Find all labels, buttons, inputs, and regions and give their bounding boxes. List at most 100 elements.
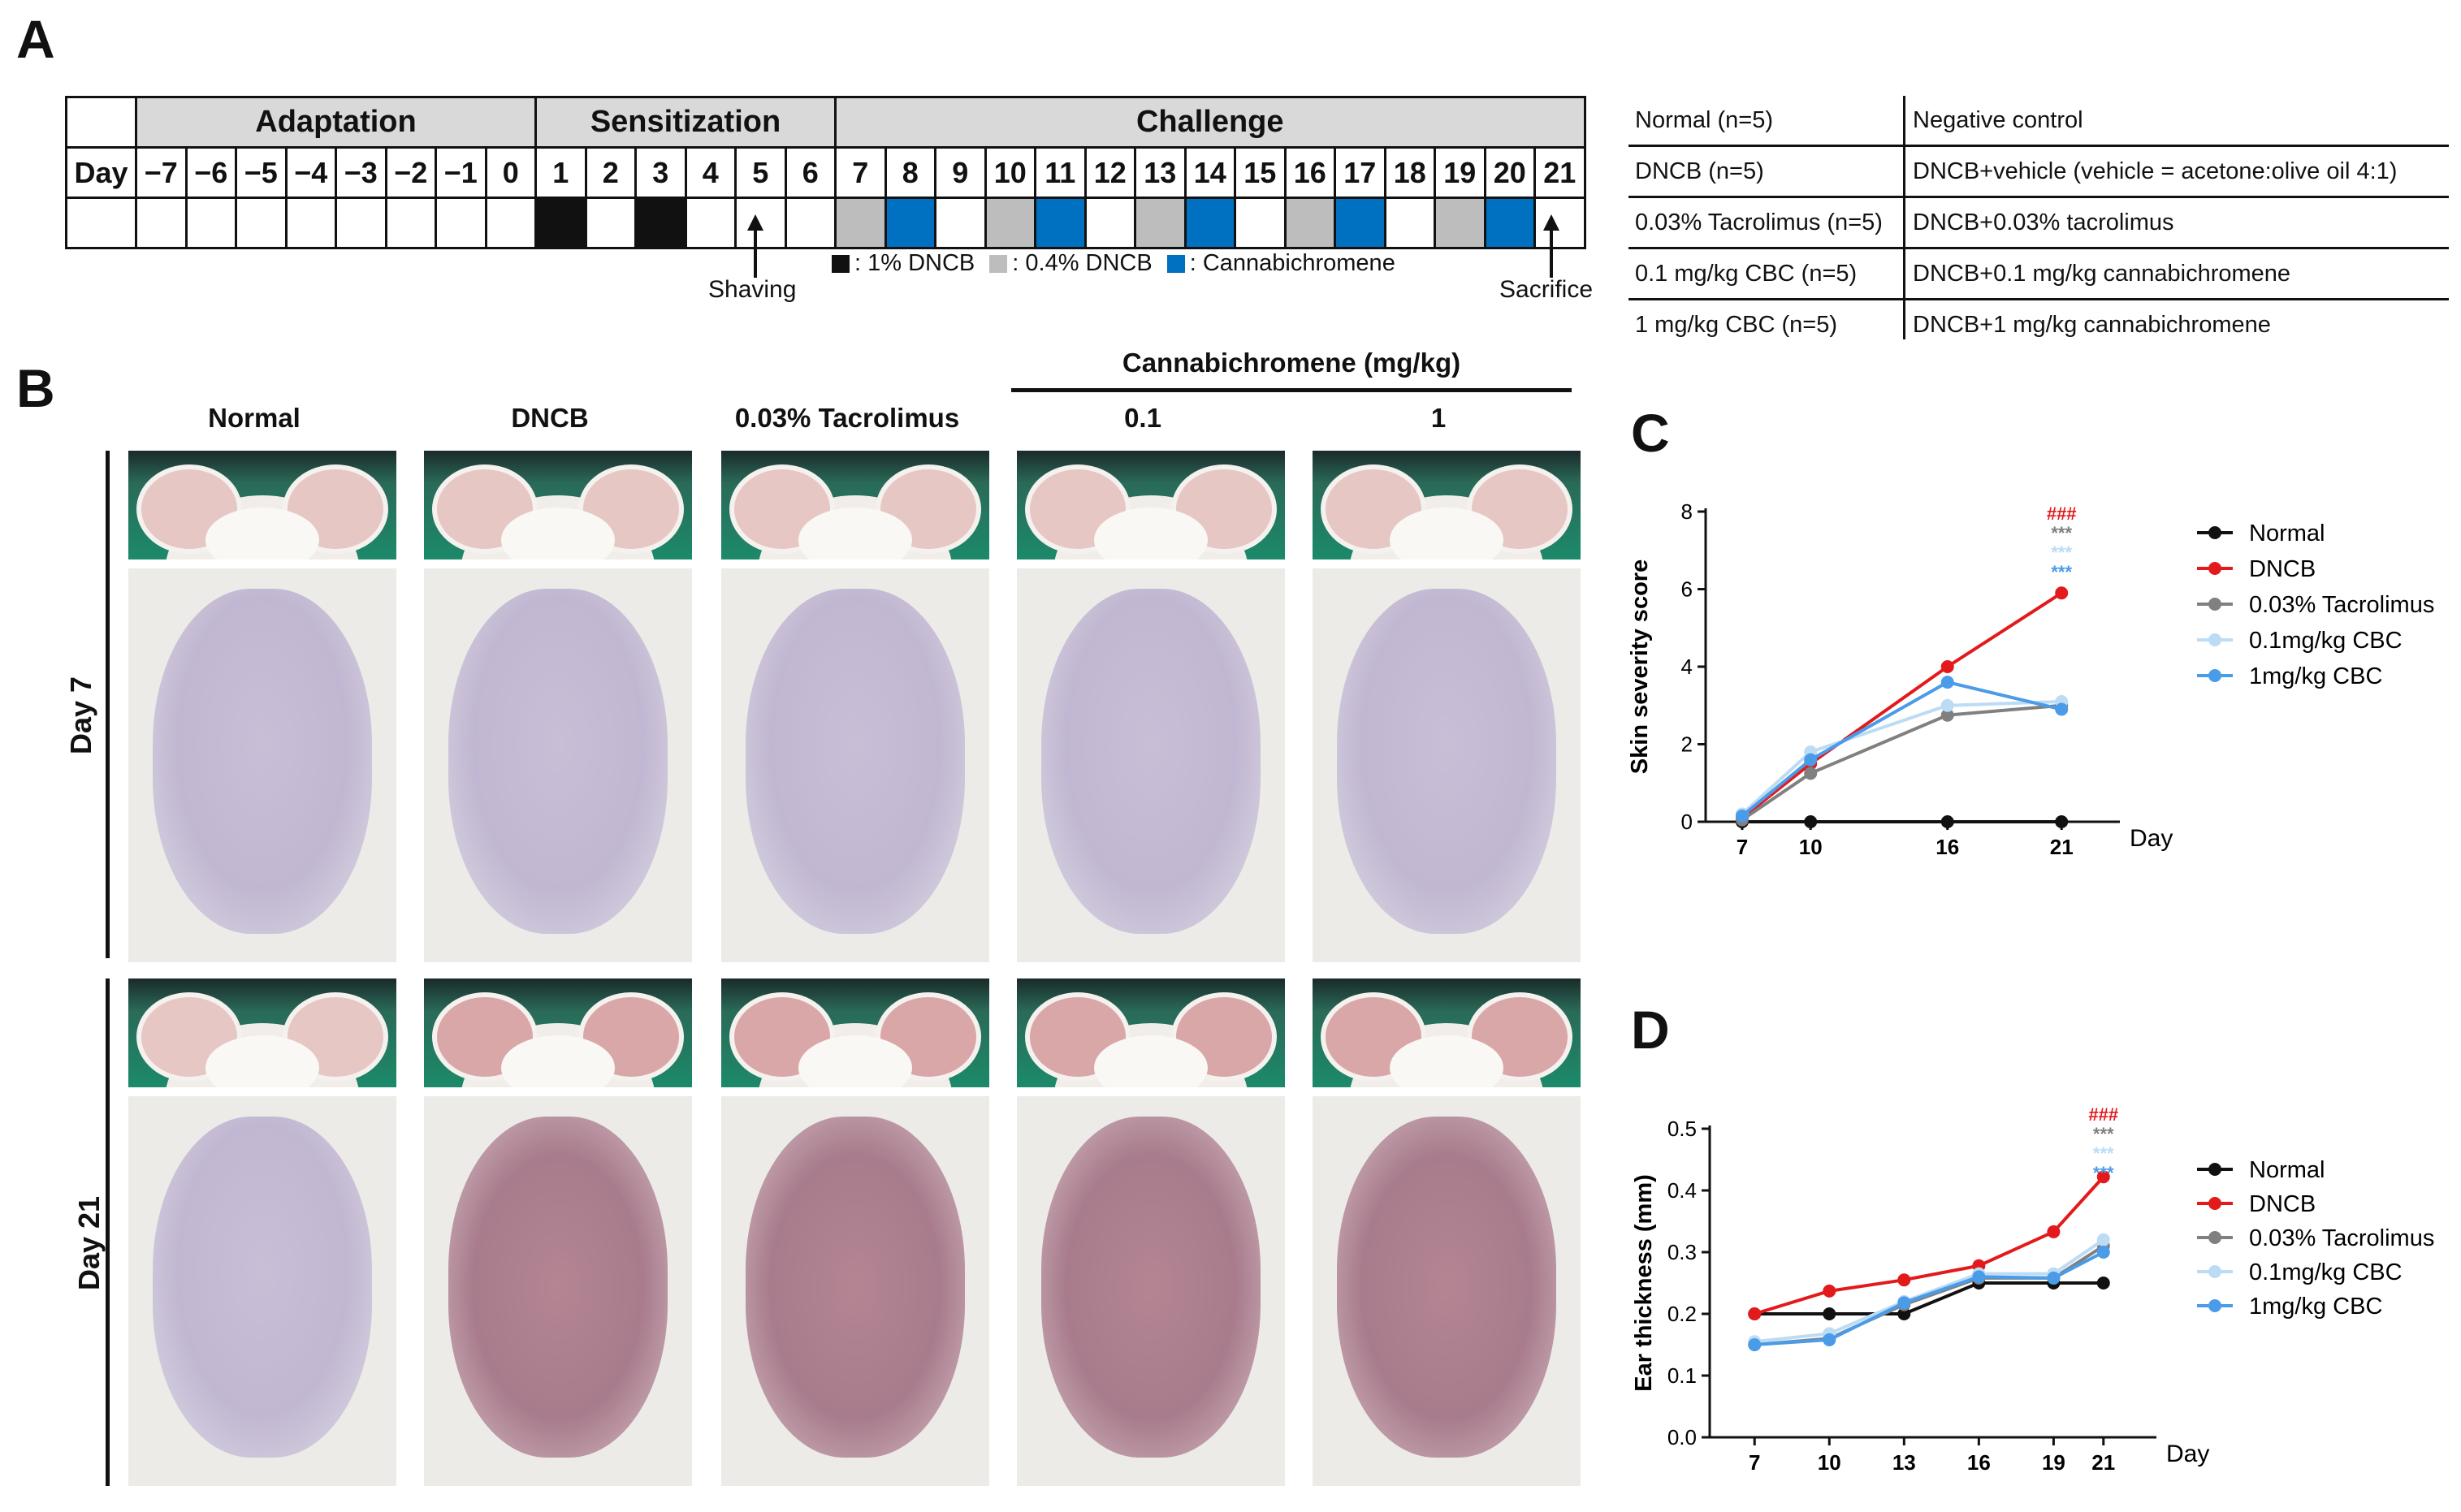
day-cell: 14 xyxy=(1183,146,1236,199)
treatment-cell xyxy=(1434,197,1486,249)
day-cell: 16 xyxy=(1283,146,1336,199)
day-cell: 6 xyxy=(784,146,837,199)
legend-label: Normal xyxy=(2249,521,2325,546)
legend-cbc: : Cannabichromene xyxy=(1166,250,1395,277)
ear-photo xyxy=(128,978,396,1177)
table-row: 1 mg/kg CBC (n=5) DNCB+1 mg/kg cannabichr… xyxy=(1635,312,2271,338)
table-divider xyxy=(1903,96,1905,339)
treatment-cell xyxy=(484,197,537,249)
x-tick-label: 13 xyxy=(1892,1450,1916,1475)
treatment-cell xyxy=(934,197,987,249)
legend-marker xyxy=(2208,1231,2221,1244)
data-point xyxy=(2055,702,2069,716)
legend-swatch-black xyxy=(832,254,850,273)
legend-marker xyxy=(2208,562,2221,575)
phase-header-0: Adaptation xyxy=(135,96,537,149)
shaving-arrow xyxy=(747,214,763,278)
sacrifice-label: Sacrifice xyxy=(1499,276,1594,303)
legend-marker xyxy=(2208,633,2221,646)
data-point xyxy=(1823,1333,1836,1346)
legend-marker xyxy=(2208,1163,2221,1176)
day-cell: 19 xyxy=(1434,146,1486,199)
table-row: 0.03% Tacrolimus (n=5) DNCB+0.03% tacroli… xyxy=(1628,198,2449,249)
day-cell: 18 xyxy=(1383,146,1436,199)
series-line xyxy=(1754,1175,2105,1315)
data-point xyxy=(1748,1338,1762,1351)
data-point xyxy=(1897,1296,1911,1310)
row-bar-day7 xyxy=(106,451,110,958)
back-skin-photo xyxy=(1017,1096,1285,1486)
data-point xyxy=(2055,586,2069,600)
day-cell: −5 xyxy=(235,146,288,199)
legend-dncb1: : 1% DNCB xyxy=(832,250,975,277)
day-cell: −4 xyxy=(284,146,337,199)
treatment-cell xyxy=(184,197,237,249)
col-title-cbc-01: 0.1 xyxy=(1124,403,1161,433)
day-cell: 3 xyxy=(634,146,687,199)
treatment-cell xyxy=(534,197,587,249)
treatment-cell xyxy=(1034,197,1087,249)
day-cell: −3 xyxy=(335,146,387,199)
x-tick-label: 10 xyxy=(1818,1450,1841,1475)
legend-marker xyxy=(2208,598,2221,611)
significance-marker: ### xyxy=(2047,503,2077,524)
day-cell: 5 xyxy=(734,146,787,199)
data-point xyxy=(2096,1277,2110,1290)
ear-thickness-chart: 0.0 0.1 0.2 0.3 0.4 0.5 7 10 13 16 19 21 Day Ear thic… xyxy=(1631,1104,2434,1475)
treatment-cell xyxy=(1234,197,1287,249)
day-cell: 15 xyxy=(1234,146,1287,199)
ear-photo xyxy=(1017,451,1285,650)
treatment-legend: : 1% DNCB : 0.4% DNCB : Cannabichromene xyxy=(832,250,1395,277)
day-cell: 12 xyxy=(1083,146,1136,199)
legend-dncb04: : 0.4% DNCB xyxy=(989,250,1153,277)
day-cell: 20 xyxy=(1483,146,1536,199)
legend-label: 0.03% Tacrolimus xyxy=(2249,592,2434,618)
x-tick-label: 16 xyxy=(1967,1450,1991,1475)
x-tick-label: 16 xyxy=(1935,835,1959,859)
data-point xyxy=(1940,676,1954,689)
data-point xyxy=(1972,1270,1986,1284)
day-cell: 21 xyxy=(1533,146,1586,199)
significance-marker: *** xyxy=(2093,1124,2114,1144)
day-cell: −2 xyxy=(384,146,437,199)
data-point xyxy=(1823,1307,1836,1320)
phase-header-1: Sensitization xyxy=(534,96,837,149)
legend-marker xyxy=(2208,669,2221,682)
treatment-cell xyxy=(584,197,637,249)
data-point xyxy=(1940,708,1954,722)
series-line xyxy=(1741,591,2063,819)
x-tick-label: 21 xyxy=(2091,1450,2115,1475)
row-label-day21: Day 21 xyxy=(72,1195,106,1291)
day-label: Day xyxy=(65,146,137,199)
treatment-cell xyxy=(384,197,437,249)
data-point xyxy=(1735,809,1749,823)
data-point xyxy=(1804,767,1818,780)
legend-marker xyxy=(2208,1299,2221,1312)
col-title-dncb: DNCB xyxy=(511,403,589,433)
legend-label: 0.03% Tacrolimus xyxy=(2249,1225,2434,1251)
y-axis-label: Ear thickness (mm) xyxy=(1631,1174,1657,1392)
series-line xyxy=(1741,680,2062,818)
day-cell: −7 xyxy=(135,146,188,199)
treatment-cell xyxy=(1334,197,1386,249)
phase-header-2: Challenge xyxy=(834,96,1586,149)
treatment-cell xyxy=(784,197,837,249)
treatment-cell xyxy=(1083,197,1136,249)
panel-label-c: C xyxy=(1631,403,1670,463)
day-cell: 1 xyxy=(534,146,587,199)
treatment-cell xyxy=(235,197,288,249)
x-axis-label: Day xyxy=(2166,1441,2209,1467)
data-point xyxy=(1940,698,1954,712)
ear-photo xyxy=(424,451,692,650)
treatment-cell xyxy=(1134,197,1187,249)
legend-label: DNCB xyxy=(2249,1191,2316,1217)
legend-swatch-gray xyxy=(989,254,1008,273)
significance-marker: *** xyxy=(2093,1143,2114,1164)
series-line xyxy=(1754,1281,2104,1315)
y-tick-label: 4 xyxy=(1681,654,1693,679)
back-skin-photo xyxy=(424,1096,692,1486)
ear-photo xyxy=(721,451,989,650)
ear-photo xyxy=(1017,978,1285,1177)
series-line xyxy=(1741,699,2062,815)
